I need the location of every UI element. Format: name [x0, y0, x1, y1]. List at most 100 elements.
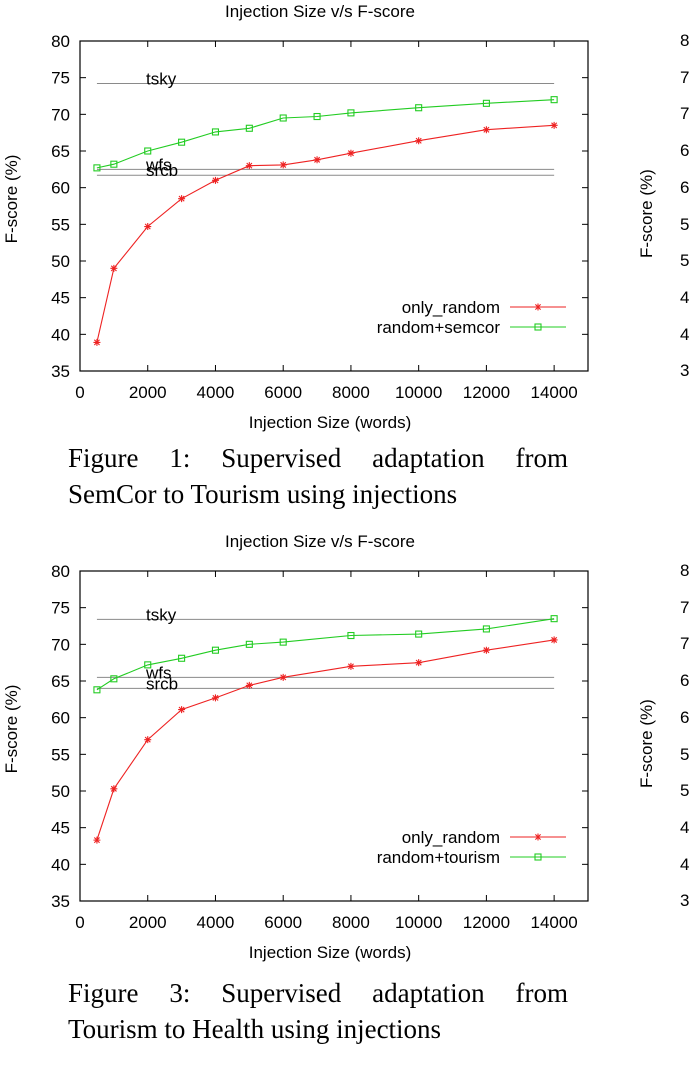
data-point-random+semcor: [178, 138, 186, 146]
legend-label: only_random: [402, 298, 500, 317]
x-tick-label: 10000: [395, 383, 442, 402]
baseline-label-wfs: wfs: [145, 663, 172, 682]
data-point-only_random: [93, 836, 101, 844]
data-point-random+semcor: [550, 96, 558, 104]
data-point-only_random: [279, 161, 287, 169]
data-point-random+tourism: [482, 625, 490, 633]
data-point-random+tourism: [178, 654, 186, 662]
figure-1-caption-line2: SemCor to Tourism using injections: [68, 479, 458, 509]
right-stub-tick-label: 7: [680, 634, 690, 654]
legend-label: random+tourism: [377, 848, 500, 867]
chart-1-svg: Injection Size v/s F-score 35 40 45 50 55 60 65…: [2, 2, 589, 432]
data-point-random+semcor: [93, 164, 101, 172]
figure-3-caption: Figure 3: Supervised adaptation from Tou…: [68, 975, 568, 1047]
data-point-only_random: [550, 636, 558, 644]
x-tick-label: 14000: [530, 383, 577, 402]
data-point-random+tourism: [245, 640, 253, 648]
right-stub-tick-label: 7: [680, 67, 690, 87]
right-stub-tick-label: 4: [680, 324, 690, 344]
x-tick-label: 4000: [197, 913, 235, 932]
figure-1-caption-line1: Figure 1: Supervised adaptation from: [68, 443, 568, 473]
data-point-only_random: [211, 694, 219, 702]
series-line-random+tourism: [96, 618, 555, 691]
data-point-random+tourism: [93, 686, 101, 694]
data-point-random+tourism: [211, 646, 220, 654]
x-tick-label: 2000: [129, 913, 167, 932]
data-point-only_random: [211, 176, 219, 184]
y-tick-label: 45: [51, 289, 70, 308]
legend-marker: [534, 833, 542, 841]
series-line-only_random: [96, 124, 555, 343]
y-tick-label: 40: [51, 325, 70, 344]
data-point-only_random: [245, 681, 253, 689]
y-tick-label: 40: [51, 855, 70, 874]
x-tick-label: 12000: [463, 913, 510, 932]
right-stub-tick-label: 4: [680, 854, 690, 874]
legend-label: random+semcor: [377, 318, 501, 337]
right-stub-tick-label: 3: [680, 891, 690, 911]
right-stub-tick-label: 6: [680, 141, 690, 161]
right-stub-top-ylabel: F-score (%): [637, 169, 656, 258]
right-stub-tick-label: 5: [680, 781, 690, 801]
chart-title: Injection Size v/s F-score: [225, 2, 415, 21]
y-tick-label: 70: [51, 105, 70, 124]
data-point-random+semcor: [245, 124, 253, 132]
x-axis-label: Injection Size (words): [249, 943, 412, 962]
y-tick-label: 35: [51, 892, 70, 911]
right-stub-bottom-ylabel: F-score (%): [637, 699, 656, 788]
x-tick-label: 6000: [264, 913, 302, 932]
y-tick-label: 60: [51, 709, 70, 728]
data-point-random+tourism: [279, 638, 287, 646]
data-point-only_random: [347, 662, 355, 670]
chart-2: Injection Size v/s F-score 35 40 45 50 55 60 65…: [0, 530, 620, 970]
x-tick-label: 14000: [530, 913, 577, 932]
right-stub-tick-label: 6: [680, 177, 690, 197]
figure-3-caption-line2: Tourism to Health using injections: [68, 1014, 442, 1044]
right-stub-tick-label: 3: [680, 361, 690, 381]
y-tick-label: 75: [51, 599, 70, 618]
y-tick-label: 60: [51, 179, 70, 198]
y-tick-label: 75: [51, 69, 70, 88]
data-point-random+semcor: [313, 112, 321, 121]
data-point-random+semcor: [211, 128, 220, 136]
data-point-random+semcor: [110, 160, 118, 168]
series-line-random+semcor: [96, 99, 555, 169]
data-point-random+tourism: [415, 630, 423, 638]
right-stub-tick-label: 6: [680, 671, 690, 691]
data-point-random+tourism: [144, 661, 152, 669]
baseline-label-tsky: tsky: [146, 70, 177, 89]
data-point-only_random: [178, 706, 186, 714]
baseline-label-wfs: wfs: [145, 155, 172, 174]
y-tick-label: 50: [51, 252, 70, 271]
y-axis-label: F-score (%): [2, 685, 21, 774]
x-tick-label: 4000: [197, 383, 235, 402]
data-point-only_random: [313, 156, 321, 164]
data-point-only_random: [415, 659, 423, 667]
y-tick-label: 80: [51, 32, 70, 51]
x-tick-label: 6000: [264, 383, 302, 402]
chart-2-svg: Injection Size v/s F-score 35 40 45 50 55 60 65…: [2, 532, 589, 962]
data-point-random+tourism: [347, 631, 355, 640]
x-tick-label: 10000: [395, 913, 442, 932]
baseline-label-tsky: tsky: [146, 605, 177, 624]
right-stub-tick-label: 4: [680, 817, 690, 837]
legend-marker: [534, 303, 542, 311]
data-point-random+tourism: [110, 675, 118, 683]
data-point-only_random: [482, 126, 490, 134]
right-stub-tick-label: 8: [680, 561, 690, 580]
x-tick-label: 2000: [129, 383, 167, 402]
x-axis-label: Injection Size (words): [249, 413, 412, 432]
y-tick-label: 55: [51, 745, 70, 764]
y-tick-label: 65: [51, 672, 70, 691]
data-point-only_random: [347, 149, 355, 157]
data-point-only_random: [279, 673, 287, 681]
legend-marker: [534, 853, 542, 861]
data-point-random+semcor: [279, 114, 287, 122]
x-tick-label: 0: [75, 383, 84, 402]
right-stub-tick-label: 7: [680, 597, 690, 617]
x-tick-label: 8000: [332, 383, 370, 402]
data-point-only_random: [245, 162, 253, 170]
right-stub-tick-label: 6: [680, 707, 690, 727]
chart-title: Injection Size v/s F-score: [225, 532, 415, 551]
right-stub-tick-label: 8: [680, 31, 690, 50]
